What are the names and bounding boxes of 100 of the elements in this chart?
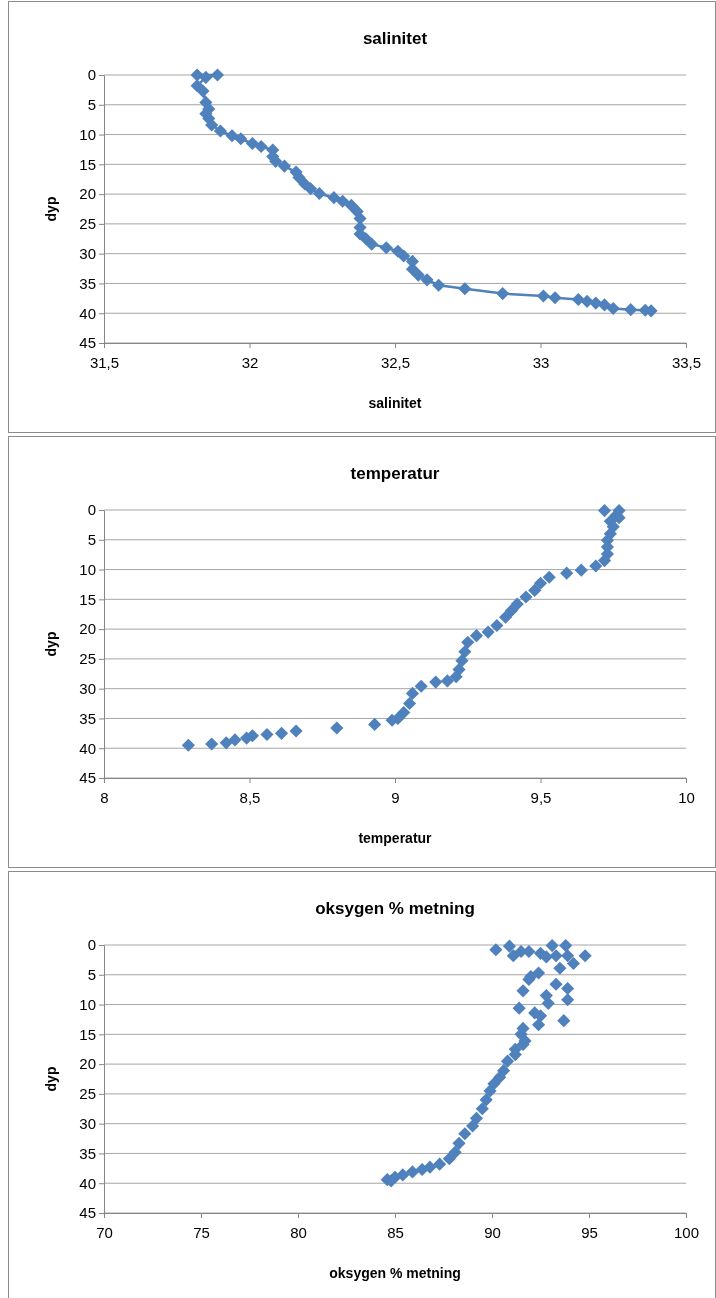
point xyxy=(549,949,563,963)
y-tick-label: 5 xyxy=(87,96,96,114)
y-tick-label: 35 xyxy=(79,274,96,292)
point xyxy=(561,993,575,1007)
x-tick-label: 85 xyxy=(387,1223,404,1241)
y-tick-label: 10 xyxy=(79,995,96,1013)
point xyxy=(254,139,268,154)
y-tick-label: 0 xyxy=(87,501,96,519)
x-tick-label: 9 xyxy=(391,788,400,806)
y-tick-label: 0 xyxy=(87,936,96,954)
point xyxy=(196,84,210,98)
point xyxy=(560,566,574,580)
point xyxy=(574,563,588,577)
x-tick-label: 9,5 xyxy=(530,788,552,806)
point xyxy=(365,237,379,251)
x-tick-label: 100 xyxy=(673,1223,700,1241)
point xyxy=(458,282,472,296)
point xyxy=(624,303,638,317)
point xyxy=(205,118,219,132)
x-tick-label: 90 xyxy=(484,1223,501,1241)
point xyxy=(210,68,225,82)
point xyxy=(528,583,542,597)
point xyxy=(415,1162,429,1177)
point xyxy=(606,301,620,316)
y-tick-label: 45 xyxy=(79,334,96,352)
point xyxy=(548,291,562,305)
x-tick-label: 32 xyxy=(241,353,259,371)
x-tick-label: 75 xyxy=(193,1223,210,1241)
y-tick-label: 20 xyxy=(79,1055,96,1073)
y-tick-label: 5 xyxy=(87,531,96,549)
point xyxy=(504,604,518,618)
point xyxy=(245,136,259,151)
point xyxy=(228,733,242,747)
point xyxy=(519,590,533,604)
x-tick-label: 31,5 xyxy=(89,353,120,371)
point xyxy=(597,504,612,518)
point xyxy=(219,736,233,750)
point xyxy=(545,939,559,953)
point xyxy=(234,132,248,146)
y-tick-label: 0 xyxy=(87,66,96,84)
y-tick-label: 35 xyxy=(79,1144,96,1162)
y-tick-label: 35 xyxy=(79,709,96,727)
point xyxy=(330,721,344,735)
point xyxy=(205,737,219,751)
x-tick-label: 95 xyxy=(581,1223,598,1241)
y-tick-label: 20 xyxy=(79,620,96,638)
y-tick-label: 45 xyxy=(79,1204,96,1222)
point xyxy=(411,268,425,282)
point xyxy=(489,943,503,957)
point xyxy=(368,717,382,731)
point xyxy=(420,273,434,287)
point xyxy=(561,949,575,963)
point xyxy=(260,727,274,742)
point xyxy=(312,186,326,201)
x-tick-label: 33,5 xyxy=(671,353,702,371)
x-axis-title: salinitet xyxy=(368,395,422,411)
point xyxy=(433,1157,447,1171)
point xyxy=(561,981,575,996)
point xyxy=(533,576,548,590)
point xyxy=(405,686,420,700)
point xyxy=(553,961,567,975)
chart-title: salinitet xyxy=(362,29,428,48)
y-tick-label: 40 xyxy=(79,1174,96,1192)
x-tick-label: 32,5 xyxy=(380,353,411,371)
point xyxy=(432,278,446,292)
point xyxy=(379,241,393,255)
point xyxy=(414,679,428,693)
x-tick-label: 33 xyxy=(532,353,550,371)
point xyxy=(405,1165,420,1179)
point xyxy=(541,996,555,1010)
point xyxy=(449,670,463,684)
point xyxy=(461,635,475,649)
x-tick-label: 70 xyxy=(96,1223,113,1241)
point xyxy=(327,191,341,205)
chart-title: temperatur xyxy=(350,464,440,483)
y-tick-label: 30 xyxy=(79,244,96,262)
y-tick-label: 40 xyxy=(79,739,96,757)
x-tick-label: 8 xyxy=(100,788,109,806)
point xyxy=(458,1127,472,1141)
point xyxy=(580,294,594,308)
y-tick-label: 20 xyxy=(79,185,96,203)
point xyxy=(429,675,443,689)
point xyxy=(277,159,291,173)
x-axis-title: temperatur xyxy=(358,830,433,846)
point xyxy=(597,298,612,312)
y-tick-label: 25 xyxy=(79,650,96,668)
y-tick-label: 15 xyxy=(79,1025,96,1043)
chart-title: oksygen % metning xyxy=(315,899,475,918)
point xyxy=(542,570,556,584)
point xyxy=(199,70,213,84)
point xyxy=(500,1054,515,1068)
point xyxy=(566,956,581,971)
y-tick-label: 25 xyxy=(79,1085,96,1103)
point xyxy=(469,629,484,643)
point xyxy=(452,1136,466,1150)
point xyxy=(499,610,513,624)
y-tick-label: 15 xyxy=(79,155,96,173)
point xyxy=(304,182,318,196)
point xyxy=(578,949,592,963)
point xyxy=(512,1001,526,1015)
